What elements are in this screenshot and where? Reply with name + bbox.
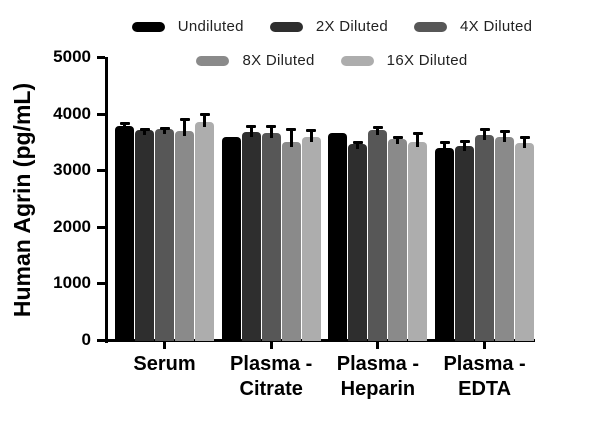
- y-tick-label: 4000: [53, 103, 91, 123]
- legend-row: Undiluted 2X Diluted 4X Diluted: [104, 18, 560, 35]
- bar-plasma--series-4: [388, 139, 408, 341]
- error-bar-cap: [519, 136, 530, 140]
- error-bar-cap: [479, 128, 490, 132]
- y-tick: [97, 56, 105, 59]
- x-tick: [163, 342, 166, 349]
- legend-swatch-4: [196, 55, 230, 66]
- error-bar-stem: [396, 137, 400, 145]
- bar-plasma--series-2: [348, 144, 368, 341]
- error-bar-cap: [459, 140, 470, 144]
- bar-serum-series-4: [175, 131, 194, 341]
- bar-plasma--series-3: [475, 135, 495, 341]
- legend-row: 8X Diluted 16X Diluted: [104, 52, 560, 69]
- error-bar-stem: [289, 128, 293, 148]
- x-tick: [269, 342, 273, 349]
- bar-serum-series-3: [155, 128, 174, 341]
- bar-plasma--series-4: [495, 136, 515, 341]
- y-tick-label: 0: [81, 330, 91, 349]
- legend-label: 16X Diluted: [386, 52, 468, 69]
- legend-label: 4X Diluted: [460, 18, 533, 35]
- error-bar-stem: [163, 127, 166, 134]
- error-bar-cap: [199, 113, 210, 117]
- y-tick-label: 5000: [53, 47, 91, 66]
- y-axis-line: [105, 57, 108, 343]
- bar-plasma--series-4: [281, 142, 301, 341]
- bar-plasma--series-5: [408, 142, 428, 341]
- error-bar-cap: [412, 132, 423, 136]
- category-label: Plasma - Heparin: [336, 353, 420, 400]
- error-bar-stem: [463, 141, 467, 152]
- error-bar-cap: [266, 124, 277, 128]
- legend-item: 16X Diluted: [340, 52, 468, 69]
- error-bar-stem: [483, 129, 487, 141]
- category-label: Plasma - EDTA: [443, 353, 526, 400]
- bar-plasma--series-5: [301, 137, 321, 341]
- y-tick: [97, 282, 105, 286]
- error-bar-cap: [392, 136, 403, 140]
- y-axis-title: Human Agrin (pg/mL): [9, 82, 35, 318]
- category-label: Serum: [133, 353, 196, 375]
- legend-item: Undiluted: [131, 18, 244, 35]
- y-tick: [97, 112, 105, 116]
- error-bar-stem: [143, 128, 146, 135]
- legend-swatch-2: [269, 21, 303, 32]
- y-tick-label: 3000: [53, 160, 91, 180]
- error-bar-stem: [249, 125, 253, 137]
- error-bar-cap: [306, 128, 317, 132]
- error-bar-cap: [159, 126, 170, 130]
- error-bar-stem: [503, 131, 507, 142]
- bar-plasma--series-5: [515, 143, 535, 341]
- bar-plasma--series-1: [328, 132, 348, 341]
- error-bar-stem: [183, 118, 186, 137]
- error-bar-stem: [416, 133, 420, 148]
- category-label: Plasma - Citrate: [230, 353, 313, 400]
- x-tick: [483, 342, 487, 349]
- x-tick: [376, 342, 380, 349]
- legend-swatch-3: [414, 21, 448, 32]
- legend-label: 8X Diluted: [242, 52, 315, 69]
- error-bar-cap: [286, 127, 297, 131]
- bar-plasma--series-2: [455, 146, 475, 341]
- bar-plasma--series-2: [241, 131, 261, 341]
- bar-plasma--series-3: [261, 133, 281, 341]
- error-bar-cap: [499, 130, 510, 134]
- legend-item: 2X Diluted: [269, 18, 389, 35]
- bar-serum-series-2: [135, 130, 154, 341]
- y-tick-label: 2000: [53, 216, 91, 236]
- bar-plasma--series-1: [435, 148, 455, 341]
- error-bar-cap: [352, 140, 363, 144]
- error-bar-cap: [372, 125, 383, 129]
- error-bar-stem: [443, 141, 447, 154]
- error-bar-stem: [123, 123, 126, 132]
- legend-label: 2X Diluted: [315, 18, 389, 35]
- y-tick: [97, 169, 105, 173]
- error-bar-cap: [246, 124, 257, 128]
- error-bar-cap: [179, 117, 190, 121]
- legend: Undiluted 2X Diluted 4X Diluted 8X Diluted 1…: [104, 18, 560, 86]
- bar-plasma--series-3: [368, 130, 388, 341]
- legend-item: 4X Diluted: [414, 18, 532, 35]
- legend-swatch-5: [340, 55, 374, 66]
- error-bar-stem: [356, 141, 360, 150]
- bar-serum-series-5: [195, 122, 214, 341]
- bar-serum-series-1: [115, 126, 134, 341]
- y-tick: [97, 339, 105, 342]
- error-bar-stem: [523, 137, 527, 149]
- legend-item: 8X Diluted: [196, 52, 314, 69]
- error-bar-stem: [269, 125, 273, 139]
- error-bar-cap: [139, 127, 150, 131]
- error-bar-cap: [119, 122, 130, 126]
- error-bar-stem: [309, 129, 313, 143]
- error-bar-stem: [203, 114, 206, 128]
- error-bar-cap: [439, 140, 450, 144]
- y-tick: [97, 225, 105, 229]
- legend-swatch-1: [131, 21, 165, 32]
- y-tick-label: 1000: [53, 273, 91, 293]
- error-bar-stem: [376, 126, 380, 135]
- legend-label: Undiluted: [177, 18, 244, 35]
- bar-plasma--series-1: [221, 137, 241, 341]
